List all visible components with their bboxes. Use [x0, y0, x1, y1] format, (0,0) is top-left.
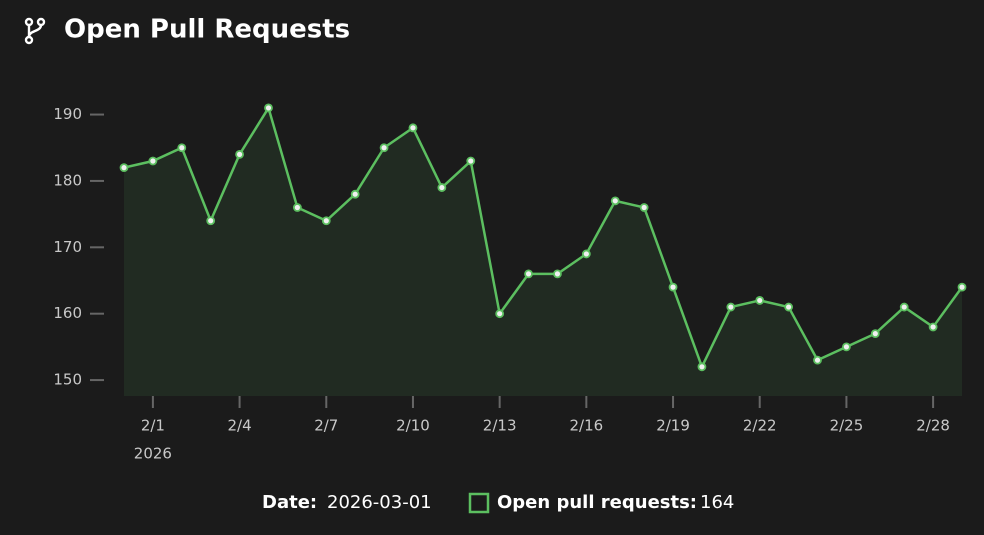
- point: [784, 302, 794, 312]
- chart-title: Open Pull Requests: [64, 15, 350, 45]
- point: [466, 156, 476, 166]
- x-year-label: 2026: [134, 445, 172, 463]
- point: [524, 269, 533, 279]
- point: [639, 203, 649, 212]
- line: [123, 104, 964, 371]
- point: [292, 203, 302, 212]
- tooltip-value: 164: [700, 492, 734, 513]
- point: [321, 216, 331, 226]
- y-tick-label: 190: [53, 105, 82, 123]
- tooltip-date: 2026-03-01: [327, 492, 432, 513]
- point: [350, 189, 360, 199]
- point: [495, 309, 505, 319]
- point: [899, 302, 909, 312]
- point: [928, 322, 938, 332]
- point: [264, 103, 273, 113]
- point: [379, 143, 389, 153]
- y-tick-label: 180: [53, 171, 82, 189]
- point: [726, 302, 736, 312]
- point: [119, 163, 129, 173]
- point: [408, 123, 418, 133]
- x-tick-label: 2/16: [570, 417, 604, 435]
- x-tick-label: 2/4: [228, 417, 252, 435]
- x-tick-label: 2/22: [743, 417, 777, 435]
- point: [668, 282, 678, 292]
- point: [697, 362, 707, 372]
- y-tick-label: 150: [53, 371, 82, 389]
- legend-swatch: [468, 492, 490, 514]
- x-tick-label: 2/1: [141, 417, 165, 435]
- point: [870, 329, 880, 339]
- y-tick-label: 170: [53, 238, 82, 256]
- x-tick-label: 2/19: [656, 417, 690, 435]
- point: [755, 296, 765, 305]
- point: [206, 216, 216, 226]
- branch-icon: [24, 17, 46, 45]
- x-tick-label: 2/7: [314, 417, 338, 435]
- x-tick-label: 2/25: [830, 417, 864, 435]
- point: [437, 183, 447, 192]
- point: [553, 269, 562, 279]
- point: [813, 355, 822, 365]
- point: [581, 249, 591, 259]
- point: [957, 282, 967, 292]
- tooltip-series-label: Open pull requests:: [497, 492, 697, 513]
- tooltip-date-label: Date:: [262, 492, 317, 513]
- x-tick-label: 2/10: [396, 417, 430, 435]
- x-tick-label: 2/13: [483, 417, 517, 435]
- point: [177, 143, 187, 153]
- point: [842, 342, 851, 352]
- area-fill: [124, 107, 962, 397]
- x-tick-label: 2/28: [916, 417, 950, 435]
- y-tick-label: 160: [53, 304, 82, 322]
- point: [610, 196, 620, 206]
- point: [148, 156, 158, 166]
- point: [235, 149, 244, 159]
- plot-area: [104, 88, 964, 396]
